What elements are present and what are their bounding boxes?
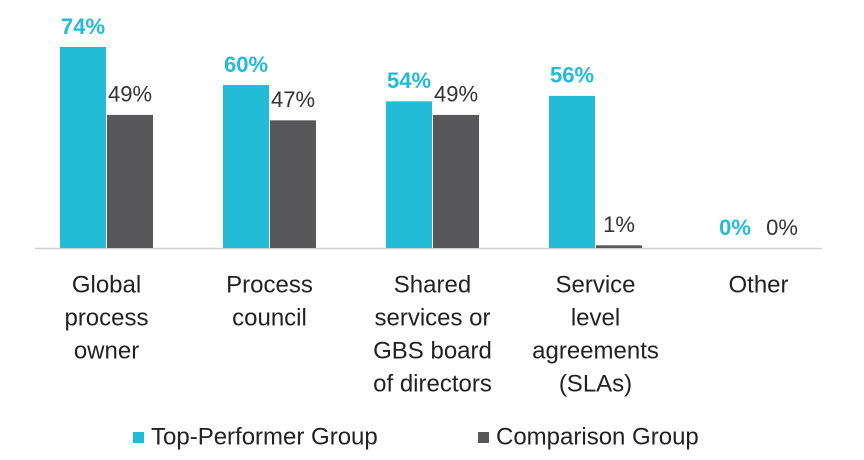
data-label: 1% — [603, 212, 635, 237]
data-label: 49% — [434, 82, 478, 107]
x-tick-label: Other — [728, 271, 788, 298]
legend-label: Top-Performer Group — [151, 423, 378, 450]
data-label: 56% — [550, 63, 594, 88]
legend-label: Comparison Group — [496, 423, 699, 450]
bar — [270, 120, 316, 248]
x-tick-label: council — [232, 304, 307, 331]
bar — [433, 114, 479, 249]
data-label: 47% — [271, 87, 315, 112]
data-label: 54% — [387, 68, 431, 93]
bar — [386, 101, 432, 248]
data-label: 0% — [766, 215, 798, 240]
legend-swatch — [478, 432, 489, 443]
bar — [549, 95, 595, 248]
data-label: 0% — [719, 215, 751, 240]
x-tick-label: owner — [74, 337, 139, 364]
x-tick-label: of directors — [373, 370, 492, 397]
x-tick-label: agreements — [532, 337, 659, 364]
data-label: 60% — [224, 52, 268, 77]
x-tick-label: Global — [72, 271, 141, 298]
data-label: 49% — [108, 82, 152, 107]
bar — [107, 114, 153, 249]
data-label: 74% — [61, 14, 105, 39]
x-tick-label: services or — [374, 304, 490, 331]
x-tick-label: level — [571, 304, 620, 331]
legend-swatch — [133, 432, 144, 443]
bar — [596, 245, 642, 248]
x-tick-label: Shared — [394, 271, 471, 298]
x-tick-label: GBS board — [373, 337, 492, 364]
bar — [223, 85, 269, 248]
bar — [60, 47, 106, 248]
x-tick-label: process — [64, 304, 148, 331]
x-tick-label: (SLAs) — [559, 370, 632, 397]
x-tick-label: Process — [226, 271, 313, 298]
x-tick-label: Service — [555, 271, 635, 298]
